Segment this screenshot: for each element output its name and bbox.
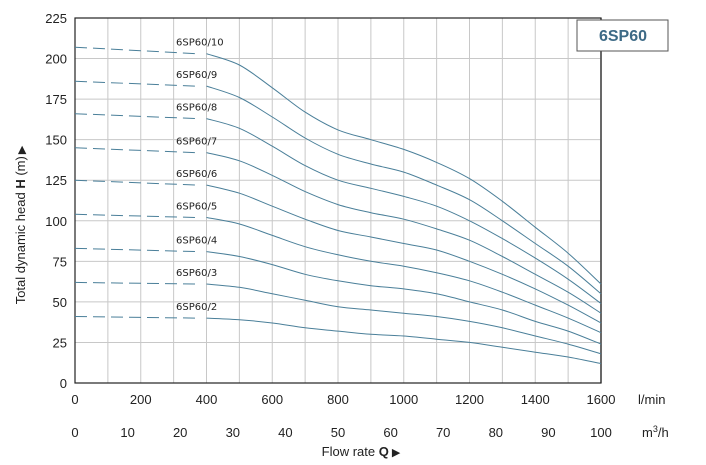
x-tick-label: 1200 (455, 392, 484, 407)
x-tick-label: 800 (327, 392, 349, 407)
curve-label: 6SP60/6 (176, 169, 217, 180)
curve-line (206, 85, 602, 295)
x2-tick-label: 70 (436, 425, 450, 440)
x-tick-label: 0 (71, 392, 78, 407)
x2-tick-label: 20 (173, 425, 187, 440)
y-tick-label: 0 (60, 376, 67, 391)
curve-label: 6SP60/5 (176, 202, 217, 213)
curve-line (206, 184, 602, 324)
curve-line (206, 118, 602, 304)
curve-label: 6SP60/4 (176, 236, 217, 247)
plot-frame (74, 17, 602, 384)
curve-line (206, 251, 602, 345)
curve-label: 6SP60/9 (176, 70, 217, 81)
curve-dashed-segment (74, 213, 197, 219)
curve-line (206, 217, 602, 334)
x-tick-label: 400 (196, 392, 218, 407)
curve-label: 6SP60/10 (176, 38, 224, 49)
curve-dashed-segment (74, 147, 197, 154)
pump-curves: 6SP60/10 6SP60/9 6SP60/8 6SP60/7 6SP60/6 6SP6… (74, 38, 602, 364)
curve-label: 6SP60/2 (176, 302, 217, 313)
curve-label: 6SP60/8 (176, 103, 217, 114)
x2-tick-label: 60 (383, 425, 397, 440)
x-tick-label: 1600 (587, 392, 616, 407)
x-axis-title: Flow rate Q ▶ (322, 444, 401, 459)
curve-line (206, 53, 602, 285)
curve-dashed-segment (74, 46, 197, 55)
x2-tick-label: 80 (489, 425, 503, 440)
x2-tick-label: 100 (590, 425, 612, 440)
curve-dashed-segment (74, 315, 197, 319)
y-tick-label: 225 (45, 11, 67, 26)
curve-dashed-segment (74, 247, 197, 253)
curve-dashed-segment (74, 281, 197, 285)
curve-line (206, 283, 602, 355)
y-tick-label: 125 (45, 173, 67, 188)
y-tick-label: 50 (53, 295, 67, 310)
y-tick-label: 25 (53, 335, 67, 350)
model-badge: 6SP60 (576, 19, 669, 52)
x2-tick-label: 40 (278, 425, 292, 440)
curve-label: 6SP60/3 (176, 268, 217, 279)
x2-tick-label: 50 (331, 425, 345, 440)
x-unit-label: l/min (638, 392, 665, 407)
x2-tick-label: 30 (226, 425, 240, 440)
grid (74, 17, 602, 384)
curve-dashed-segment (74, 179, 197, 186)
curve-line (206, 317, 602, 364)
curve-dashed-segment (74, 80, 197, 87)
x2-tick-label: 0 (71, 425, 78, 440)
y-axis-title: Total dynamic head H (m)▶ (13, 145, 28, 304)
y-tick-label: 175 (45, 92, 67, 107)
x-tick-label: 200 (130, 392, 152, 407)
x2-tick-label: 90 (541, 425, 555, 440)
x2-unit-label: m3/h (642, 424, 669, 440)
x2-tick-label: 10 (120, 425, 134, 440)
model-badge-text: 6SP60 (599, 28, 647, 45)
curve-line (206, 152, 602, 314)
curve-dashed-segment (74, 113, 197, 120)
x-tick-label: 600 (261, 392, 283, 407)
x-tick-label: 1000 (389, 392, 418, 407)
y-tick-label: 200 (45, 52, 67, 67)
y-tick-label: 75 (53, 254, 67, 269)
y-tick-label: 100 (45, 214, 67, 229)
x-tick-label: 1400 (521, 392, 550, 407)
y-tick-label: 150 (45, 133, 67, 148)
curve-label: 6SP60/7 (176, 137, 217, 148)
